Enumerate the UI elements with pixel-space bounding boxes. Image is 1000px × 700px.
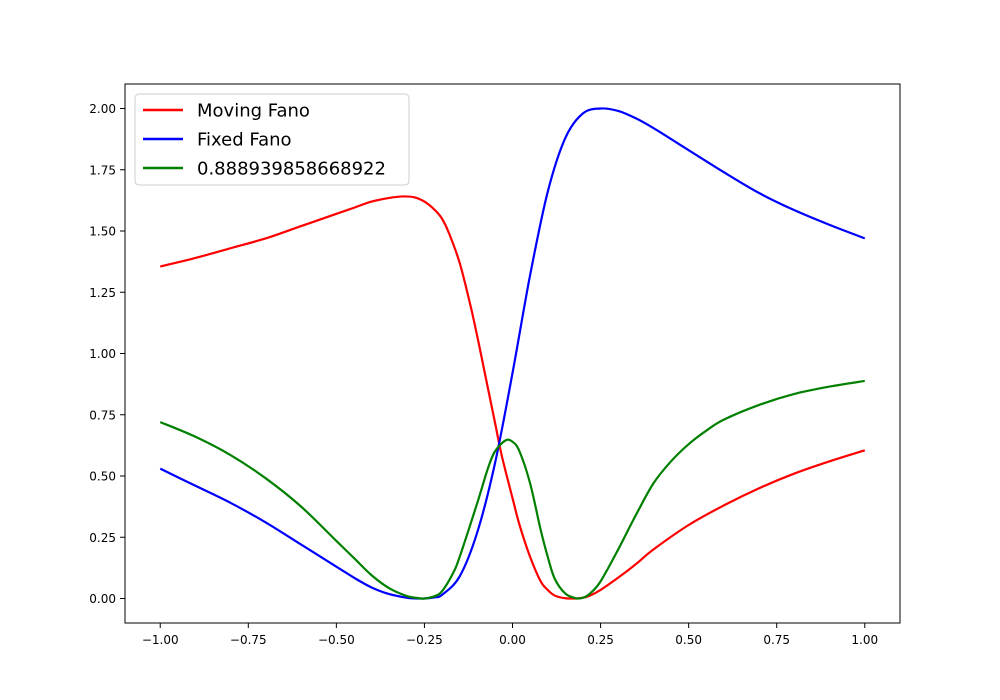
series-line-1 — [159, 195, 866, 600]
x-tick-label: 0.50 — [675, 633, 702, 647]
y-tick-label: 1.25 — [89, 286, 116, 300]
y-axis: 0.00 0.25 0.50 0.75 1.00 1.25 1.50 1.75 2.00 — [89, 102, 125, 606]
x-tick-label: 0.25 — [587, 633, 614, 647]
x-tick-label: −0.75 — [230, 633, 267, 647]
x-tick-label: −0.25 — [406, 633, 443, 647]
legend-label-3: 0.888939858668922 — [197, 159, 386, 180]
legend-label-1: Moving Fano — [197, 101, 310, 122]
y-tick-label: 2.00 — [89, 102, 116, 116]
series-layer — [159, 107, 866, 600]
series-line-3 — [159, 379, 865, 600]
x-tick-label: −1.00 — [142, 633, 179, 647]
legend: Moving Fano Fixed Fano 0.888939858668922 — [134, 93, 410, 186]
x-tick-label: 0.00 — [499, 633, 526, 647]
x-tick-label: −0.50 — [318, 633, 355, 647]
y-tick-label: 1.00 — [89, 347, 116, 361]
y-tick-label: 0.50 — [89, 470, 116, 484]
legend-label-2: Fixed Fano — [197, 130, 292, 151]
x-tick-label: 1.00 — [851, 633, 878, 647]
x-axis: −1.00 −0.75 −0.50 −0.25 0.00 0.25 0.50 0.75 1.00 — [142, 623, 878, 647]
y-tick-label: 0.25 — [89, 531, 116, 545]
legend-box — [134, 93, 410, 186]
y-tick-label: 0.00 — [89, 592, 116, 606]
y-tick-label: 1.50 — [89, 225, 116, 239]
x-tick-label: 0.75 — [763, 633, 790, 647]
y-tick-label: 1.75 — [89, 163, 116, 177]
series-line-2 — [159, 107, 866, 600]
y-tick-label: 0.75 — [89, 408, 116, 422]
